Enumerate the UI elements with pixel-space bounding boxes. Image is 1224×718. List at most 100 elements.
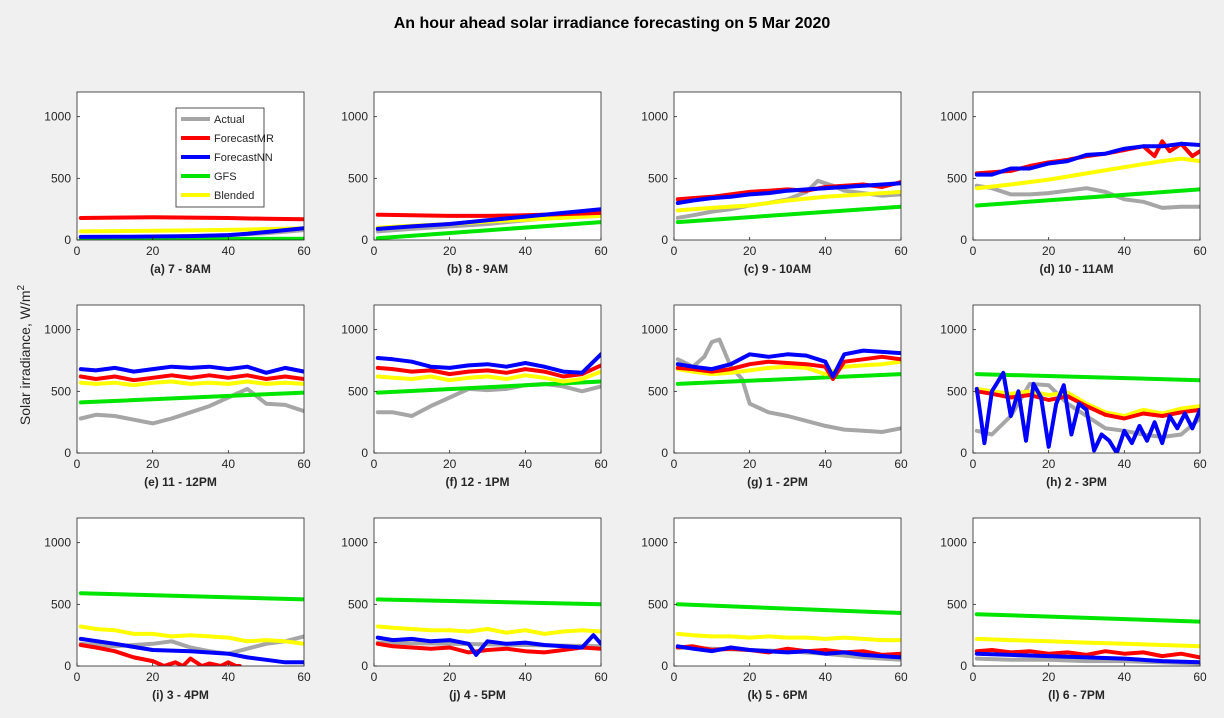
x-tick-label: 40 bbox=[1118, 244, 1132, 258]
legend-label: GFS bbox=[214, 171, 237, 183]
x-tick-label: 20 bbox=[743, 670, 757, 684]
subplot: 0 20 40 60 0 500 1000 (e) 11 - 12PM bbox=[44, 304, 311, 489]
plot-frame bbox=[373, 91, 602, 241]
x-tick-label: 40 bbox=[222, 244, 236, 258]
x-tick-label: 20 bbox=[146, 670, 160, 684]
y-axis-label-superscript: 2 bbox=[16, 284, 27, 290]
series-line-forecastnn bbox=[375, 352, 601, 375]
y-tick-label: 1000 bbox=[44, 110, 71, 124]
x-tick-label: 60 bbox=[594, 670, 608, 684]
y-tick-label: 1000 bbox=[341, 110, 368, 124]
x-tick-label: 20 bbox=[443, 670, 457, 684]
x-tick-label: 0 bbox=[74, 670, 81, 684]
subplot: 0 20 40 60 0 500 1000 (l) 6 - 7PM bbox=[940, 517, 1207, 702]
series-line-forecastnn bbox=[675, 644, 901, 660]
x-tick-label: 60 bbox=[894, 244, 908, 258]
x-tick-label: 20 bbox=[443, 244, 457, 258]
series-line-blended bbox=[974, 156, 1200, 191]
subplot-caption: (k) 5 - 6PM bbox=[747, 688, 807, 702]
series-line-gfs bbox=[78, 591, 304, 602]
plot-frame bbox=[76, 517, 305, 667]
series-line-blended bbox=[375, 369, 601, 384]
y-tick-label: 1000 bbox=[44, 536, 71, 550]
y-tick-label: 0 bbox=[361, 659, 368, 673]
y-tick-label: 1000 bbox=[44, 323, 71, 337]
x-tick-label: 60 bbox=[894, 670, 908, 684]
x-tick-label: 20 bbox=[1042, 457, 1056, 471]
y-tick-label: 0 bbox=[64, 446, 71, 460]
series-line-blended bbox=[974, 636, 1200, 649]
y-tick-label: 0 bbox=[361, 446, 368, 460]
series-line-forecastmr bbox=[675, 354, 901, 381]
x-tick-label: 20 bbox=[1042, 244, 1056, 258]
series-line-forecastnn bbox=[974, 141, 1200, 177]
y-tick-label: 500 bbox=[648, 171, 668, 185]
x-tick-label: 60 bbox=[594, 244, 608, 258]
y-tick-label: 500 bbox=[348, 384, 368, 398]
x-tick-label: 40 bbox=[519, 457, 533, 471]
series-line-blended bbox=[974, 386, 1200, 418]
y-axis-label: Solar irradiance, W/m2 bbox=[16, 284, 33, 425]
series-line-gfs bbox=[78, 390, 304, 405]
y-tick-label: 1000 bbox=[341, 536, 368, 550]
subplot-caption: (f) 12 - 1PM bbox=[445, 475, 509, 489]
y-tick-label: 500 bbox=[947, 597, 967, 611]
series-line-forecastnn bbox=[974, 370, 1200, 453]
series-line-gfs bbox=[78, 236, 304, 240]
plot-area bbox=[973, 92, 1200, 240]
series-line-forecastmr bbox=[78, 373, 304, 383]
y-tick-label: 1000 bbox=[341, 323, 368, 337]
subplot-caption: (b) 8 - 9AM bbox=[447, 262, 508, 276]
x-tick-label: 60 bbox=[1193, 457, 1207, 471]
series-line-forecastnn bbox=[375, 633, 601, 657]
series-line-actual bbox=[974, 183, 1200, 210]
subplot: 0 20 40 60 0 500 1000 (h) 2 - 3PM bbox=[940, 304, 1207, 489]
plot-frame bbox=[972, 517, 1201, 667]
series-line-blended bbox=[675, 189, 901, 213]
series-line-blended bbox=[375, 624, 601, 636]
y-tick-label: 0 bbox=[960, 659, 967, 673]
subplot: 0 20 40 60 0 500 1000 (c) 9 - 10AM bbox=[641, 91, 908, 276]
y-tick-label: 1000 bbox=[641, 323, 668, 337]
subplot: 0 20 40 60 0 500 1000 (f) 12 - 1PM bbox=[341, 304, 608, 489]
series-line-actual bbox=[78, 386, 304, 426]
legend: Actual ForecastMR ForecastNN GFS Blended bbox=[175, 107, 274, 208]
series-line-gfs bbox=[974, 187, 1200, 208]
x-tick-label: 0 bbox=[371, 244, 378, 258]
subplot-caption: (c) 9 - 10AM bbox=[744, 262, 811, 276]
series-line-blended bbox=[78, 379, 304, 388]
x-tick-label: 40 bbox=[519, 244, 533, 258]
subplot-caption: (j) 4 - 5PM bbox=[449, 688, 506, 702]
x-tick-label: 0 bbox=[671, 244, 678, 258]
series-line-forecastmr bbox=[974, 389, 1200, 421]
figure-title: An hour ahead solar irradiance forecasti… bbox=[394, 15, 831, 32]
series-line-gfs bbox=[375, 597, 601, 607]
series-line-forecastmr bbox=[375, 363, 601, 379]
subplot: 0 20 40 60 0 500 1000 (b) 8 - 9AM bbox=[341, 91, 608, 276]
series-line-forecastnn bbox=[375, 207, 601, 231]
y-tick-label: 500 bbox=[51, 171, 71, 185]
x-tick-label: 0 bbox=[970, 457, 977, 471]
y-tick-label: 1000 bbox=[940, 323, 967, 337]
plot-frame bbox=[373, 304, 602, 454]
series-line-blended bbox=[78, 624, 304, 646]
y-tick-label: 0 bbox=[960, 446, 967, 460]
subplot-caption: (d) 10 - 11AM bbox=[1039, 262, 1113, 276]
x-tick-label: 60 bbox=[1193, 244, 1207, 258]
plot-frame bbox=[673, 91, 902, 241]
legend-label: Blended bbox=[214, 190, 254, 202]
subplot-caption: (g) 1 - 2PM bbox=[747, 475, 808, 489]
series-line-gfs bbox=[675, 204, 901, 225]
x-tick-label: 60 bbox=[297, 457, 311, 471]
y-tick-label: 500 bbox=[51, 384, 71, 398]
series-line-forecastnn bbox=[675, 348, 901, 379]
y-tick-label: 1000 bbox=[641, 110, 668, 124]
series-line-gfs bbox=[375, 220, 601, 240]
y-tick-label: 0 bbox=[661, 659, 668, 673]
x-tick-label: 20 bbox=[443, 457, 457, 471]
subplot-caption: (l) 6 - 7PM bbox=[1048, 688, 1105, 702]
legend-label: ForecastMR bbox=[214, 133, 274, 145]
legend-label: ForecastNN bbox=[214, 152, 273, 164]
series-line-gfs bbox=[974, 612, 1200, 624]
